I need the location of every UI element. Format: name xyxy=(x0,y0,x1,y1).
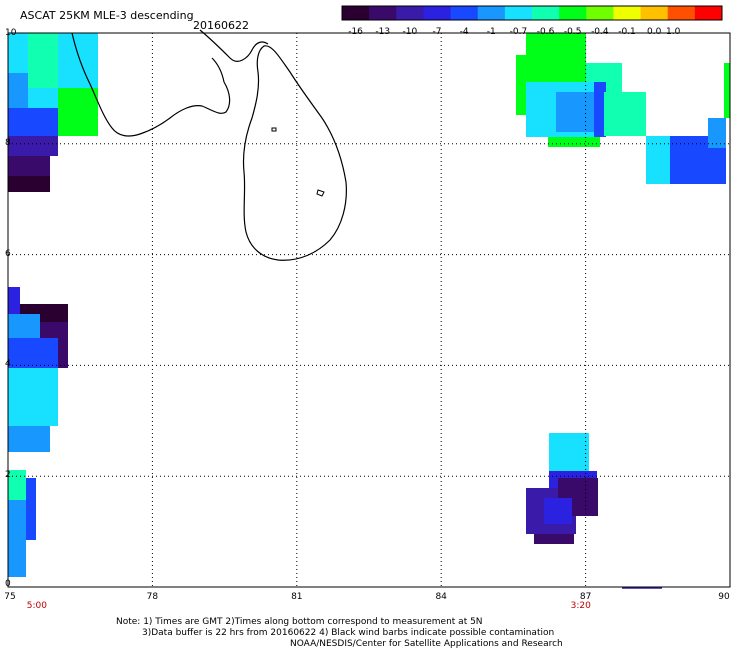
swath-cell xyxy=(58,346,68,368)
swath-cell xyxy=(28,88,58,108)
plot-frame xyxy=(7,32,731,588)
y-tick-label: 8 xyxy=(5,137,11,148)
swath-cell xyxy=(708,118,726,148)
colorbar-tick-label: -10 xyxy=(402,27,418,37)
swath-cell xyxy=(526,33,586,55)
colorbar-tick-label: 0.0 xyxy=(646,27,662,37)
y-tick-label: 0 xyxy=(5,579,11,589)
swath-cell xyxy=(8,500,26,577)
colorbar-segment xyxy=(640,6,669,20)
y-tick-label: 10 xyxy=(5,28,17,38)
swath-cell xyxy=(8,426,50,452)
coastline-india-north xyxy=(199,29,269,83)
colorbar-segment xyxy=(450,6,479,20)
swath-cell xyxy=(646,136,670,184)
colorbar-segment xyxy=(369,6,397,20)
y-tick-label: 6 xyxy=(5,248,11,259)
colorbar-tick-label: -7 xyxy=(432,27,442,37)
swath-cell xyxy=(8,470,26,500)
swath-cell xyxy=(534,534,574,544)
data-swaths xyxy=(8,33,730,589)
swath-cell xyxy=(544,498,572,524)
y-tick-label: 2 xyxy=(5,470,11,481)
colorbar-tick-label: -0.7 xyxy=(509,27,528,37)
colorbar-segment xyxy=(532,6,560,20)
footer-note-line2: 3)Data buffer is 22 hrs from 20160622 4)… xyxy=(142,628,555,638)
colorbar-segment xyxy=(477,6,506,20)
swath-cell xyxy=(8,136,58,156)
colorbar-tick-label: -0.1 xyxy=(618,27,636,37)
product-date: 20160622 xyxy=(193,19,249,32)
colorbar-tick-label: -4 xyxy=(459,27,469,37)
time-label: 5:00 xyxy=(26,601,47,611)
footer-credit: NOAA/NESDIS/Center for Satellite Applica… xyxy=(290,639,563,649)
swath-cell xyxy=(549,433,589,471)
colorbar-segment xyxy=(396,6,424,20)
coastline-sri-lanka xyxy=(242,45,347,261)
swath-cell xyxy=(58,33,98,88)
x-tick-label: 75 xyxy=(4,592,16,602)
colorbar-segment xyxy=(423,6,452,20)
colorbar-segment xyxy=(613,6,642,20)
swath-cell xyxy=(594,82,606,137)
colorbar-tick-label: 1.0 xyxy=(665,27,681,37)
y-tick-label: 4 xyxy=(5,359,11,370)
colorbar-tick-label: -16 xyxy=(348,27,363,37)
swath-cell xyxy=(8,338,58,368)
swath-cell xyxy=(8,73,28,108)
footer-note-line1: Note: 1) Times are GMT 2)Times along bot… xyxy=(116,617,483,627)
colorbar-segment xyxy=(667,6,696,20)
swath-cell xyxy=(8,176,50,192)
colorbar-segment xyxy=(559,6,587,20)
colorbar-segment xyxy=(586,6,614,20)
swath-cell xyxy=(8,156,50,176)
swath-cell xyxy=(604,92,646,136)
swath-cell xyxy=(26,478,36,540)
x-tick-label: 90 xyxy=(718,592,730,602)
islet xyxy=(271,127,325,197)
swath-cell xyxy=(8,108,58,136)
colorbar-segment xyxy=(694,6,723,20)
colorbar-frame xyxy=(341,5,723,21)
swath-cell xyxy=(724,63,730,118)
x-tick-label: 87 xyxy=(579,592,592,602)
colorbar xyxy=(341,5,723,21)
x-tick-label: 81 xyxy=(291,592,303,602)
swath-cell xyxy=(58,88,98,136)
swath-cell xyxy=(28,33,58,88)
swath-cell xyxy=(8,33,28,73)
product-title: ASCAT 25KM MLE-3 descending xyxy=(20,9,194,22)
colorbar-tick-label: -0.4 xyxy=(591,27,609,37)
colorbar-segment xyxy=(504,6,533,20)
colorbar-tick-label: -1 xyxy=(486,27,496,37)
swath-cell xyxy=(8,287,20,314)
swath-cell xyxy=(548,137,600,147)
colorbar-tick-label: -13 xyxy=(375,27,391,37)
swath-cell xyxy=(8,314,40,338)
colorbar-tick-label: -0.5 xyxy=(563,27,582,37)
colorbar-tick-label: -0.6 xyxy=(536,27,555,37)
colorbar-segment xyxy=(342,6,370,20)
time-label: 3:20 xyxy=(570,601,591,611)
x-tick-label: 78 xyxy=(146,592,159,602)
coastline-india xyxy=(71,32,231,137)
x-tick-label: 84 xyxy=(435,592,447,602)
swath-cell xyxy=(8,368,58,426)
